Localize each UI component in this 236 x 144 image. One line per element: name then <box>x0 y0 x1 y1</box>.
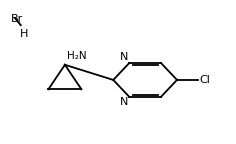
Text: Cl: Cl <box>199 75 210 85</box>
Text: H: H <box>20 29 28 39</box>
Text: N: N <box>120 52 128 62</box>
Text: H₂N: H₂N <box>67 51 87 61</box>
Text: N: N <box>120 97 128 107</box>
Text: Br: Br <box>11 14 23 24</box>
